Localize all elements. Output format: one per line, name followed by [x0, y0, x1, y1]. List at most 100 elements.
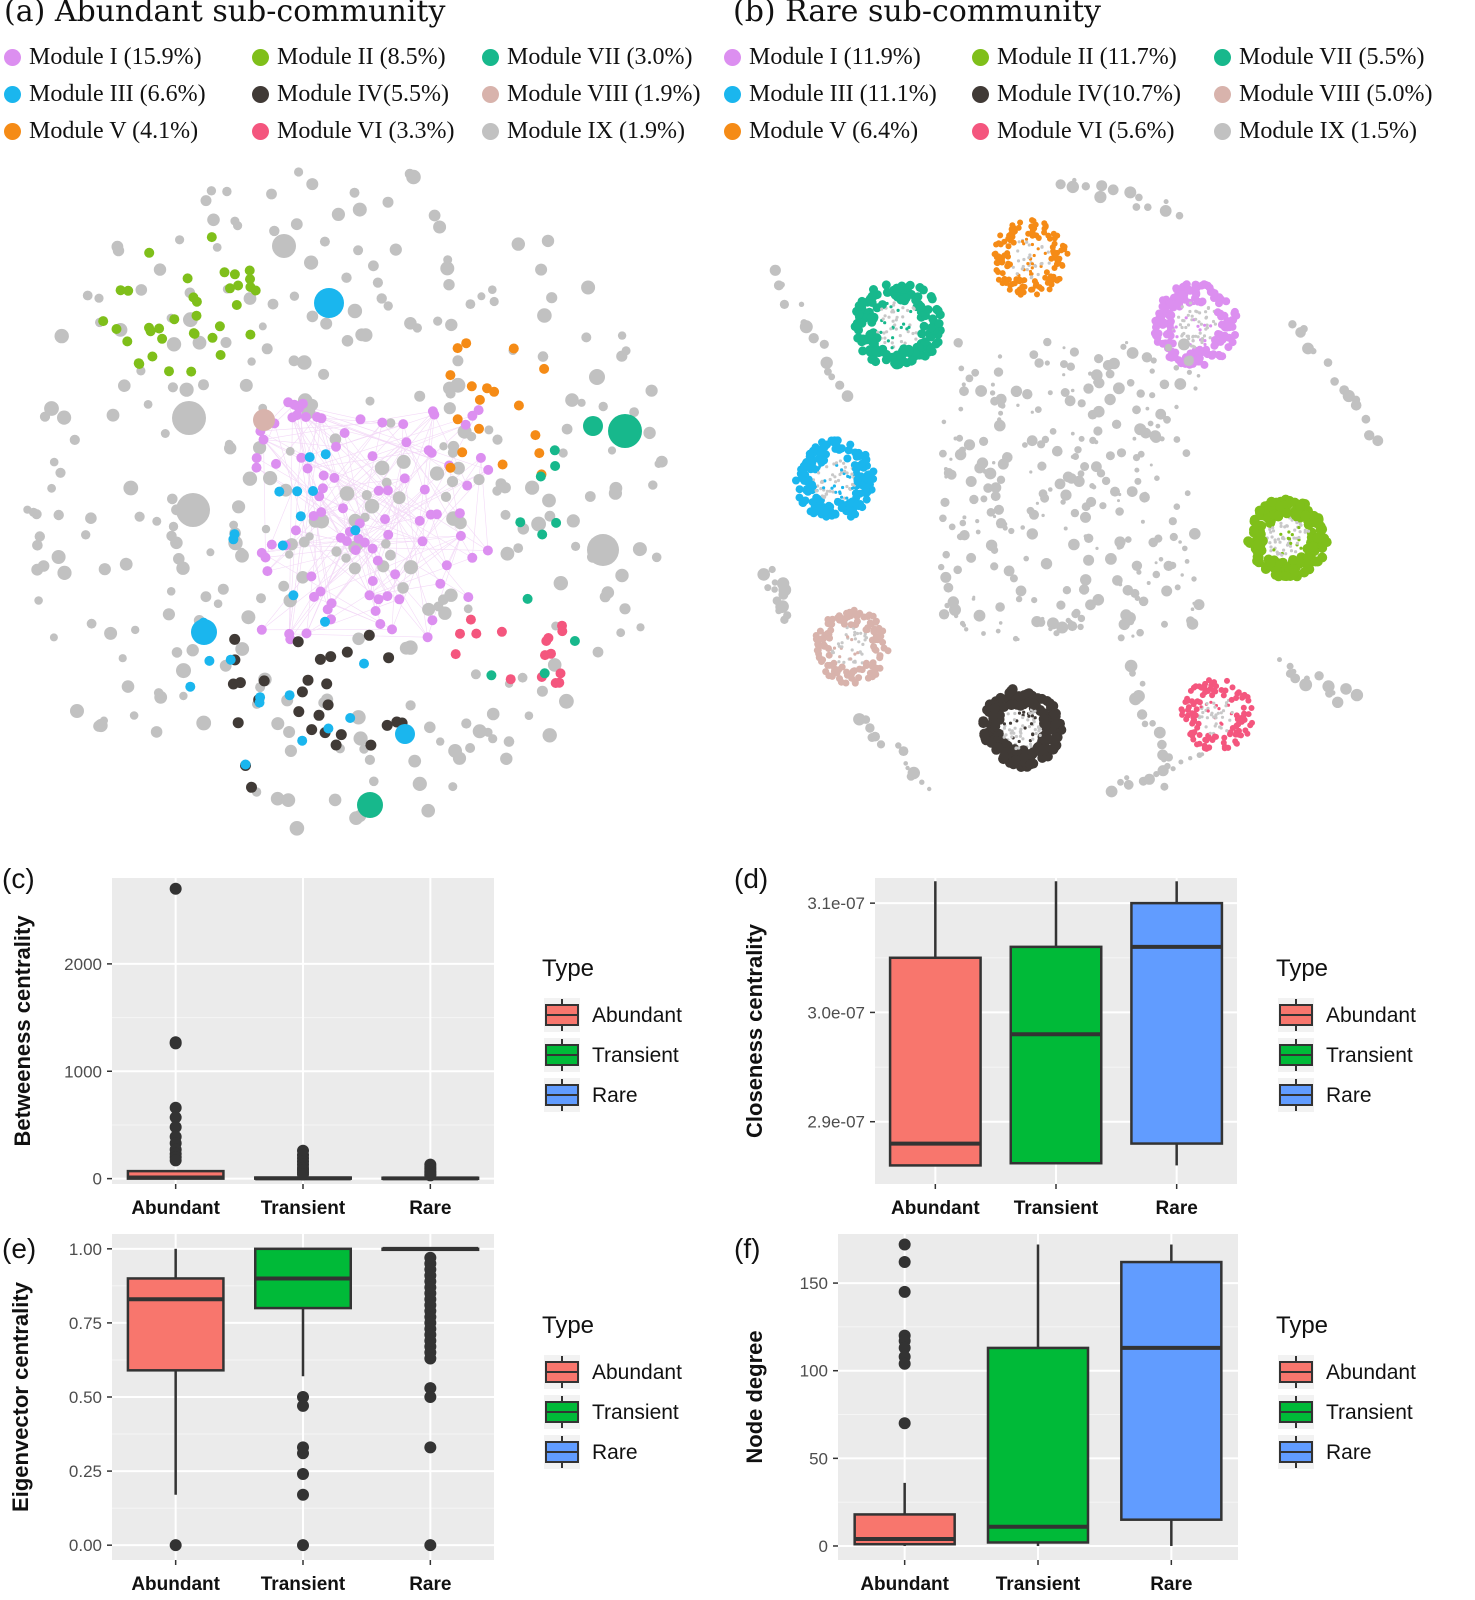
network-node — [381, 719, 393, 731]
network-node — [1201, 710, 1205, 715]
network-node — [1026, 435, 1038, 447]
box-body — [1009, 945, 1103, 1165]
network-node — [1047, 617, 1059, 630]
network-node — [1017, 746, 1021, 750]
network-node — [1186, 334, 1190, 338]
network-node — [57, 565, 72, 580]
network-node — [1196, 324, 1200, 328]
network-node — [1008, 759, 1019, 770]
network-node — [1173, 503, 1181, 511]
network-node — [1186, 349, 1195, 358]
network-node — [162, 608, 175, 621]
network-node — [818, 635, 826, 643]
network-node — [1029, 746, 1040, 757]
network-node — [1198, 311, 1202, 315]
network-node — [192, 335, 207, 350]
network-node — [1118, 492, 1122, 497]
network-node — [1166, 299, 1175, 308]
outlier-point — [898, 1238, 911, 1251]
network-node — [258, 322, 267, 331]
y-tick-label: 0.25 — [69, 1462, 102, 1481]
network-node — [1211, 319, 1216, 324]
network-node — [944, 602, 950, 609]
outlier-point — [169, 1111, 182, 1124]
network-node — [266, 188, 277, 200]
network-node — [1192, 290, 1201, 299]
legend-label: Module V (6.4%) — [749, 118, 919, 144]
network-node — [1205, 734, 1212, 741]
legend-label: Module III (6.6%) — [29, 81, 206, 107]
network-node — [617, 331, 627, 340]
network-node — [1043, 251, 1047, 255]
network-node — [1105, 785, 1118, 798]
network-node — [1168, 561, 1177, 570]
network-node — [1198, 715, 1202, 719]
network-node — [341, 536, 352, 547]
outlier-point — [424, 1352, 437, 1365]
network-node — [34, 596, 43, 605]
hub-node — [191, 619, 217, 645]
network-node — [1043, 269, 1050, 276]
network-node — [989, 703, 1000, 714]
network-node — [841, 390, 854, 402]
network-node — [1013, 711, 1017, 716]
network-node — [905, 765, 910, 771]
network-node — [452, 461, 465, 475]
network-node — [881, 317, 885, 321]
network-node — [295, 511, 306, 522]
network-node — [134, 511, 145, 522]
network-node — [1055, 179, 1066, 190]
legend-label: Module VII (3.0%) — [507, 44, 693, 70]
network-node — [838, 655, 842, 659]
network-node — [1047, 261, 1051, 265]
network-node — [1042, 696, 1053, 706]
network-node — [917, 329, 927, 339]
network-node — [1042, 274, 1049, 281]
network-node — [860, 613, 868, 621]
network-node — [1268, 527, 1272, 531]
network-node — [1105, 451, 1115, 461]
network-node — [539, 668, 550, 679]
network-node — [1192, 712, 1199, 719]
network-node — [832, 646, 837, 650]
panel-a-title: (a) Abundant sub-community — [4, 0, 446, 29]
network-node — [1232, 738, 1239, 745]
hub-node — [583, 416, 603, 436]
box-transient — [1009, 881, 1103, 1165]
network-node — [1161, 620, 1168, 628]
network-node — [880, 307, 884, 311]
network-node — [1001, 238, 1008, 245]
network-node — [550, 461, 561, 471]
network-node — [1018, 730, 1022, 734]
network-node — [306, 724, 318, 736]
network-node — [885, 301, 889, 306]
network-node — [886, 339, 890, 343]
network-node — [1213, 308, 1222, 317]
network-node — [296, 686, 308, 698]
hub-node — [608, 414, 642, 448]
box-transient — [986, 1244, 1090, 1546]
network-node — [1034, 291, 1040, 298]
network-node — [1077, 470, 1085, 478]
network-node — [500, 546, 515, 561]
network-node — [524, 711, 534, 720]
network-node — [123, 285, 134, 296]
network-node — [1289, 549, 1294, 553]
network-node — [883, 314, 887, 318]
box-body — [1130, 901, 1224, 1145]
network-node — [118, 379, 131, 392]
network-node — [992, 250, 999, 257]
network-node — [488, 285, 497, 294]
network-node — [651, 552, 662, 563]
outlier-point — [169, 1539, 182, 1552]
network-node — [314, 653, 326, 665]
legend-item: Module VII (5.5%) — [1214, 44, 1425, 71]
network-node — [200, 195, 212, 207]
box-body — [1120, 1260, 1223, 1521]
network-node — [878, 300, 887, 310]
network-node — [98, 563, 111, 576]
x-tick-label: Abundant — [131, 1574, 220, 1595]
network-node — [482, 545, 493, 556]
network-node — [368, 260, 379, 272]
outlier-point — [297, 1391, 309, 1403]
